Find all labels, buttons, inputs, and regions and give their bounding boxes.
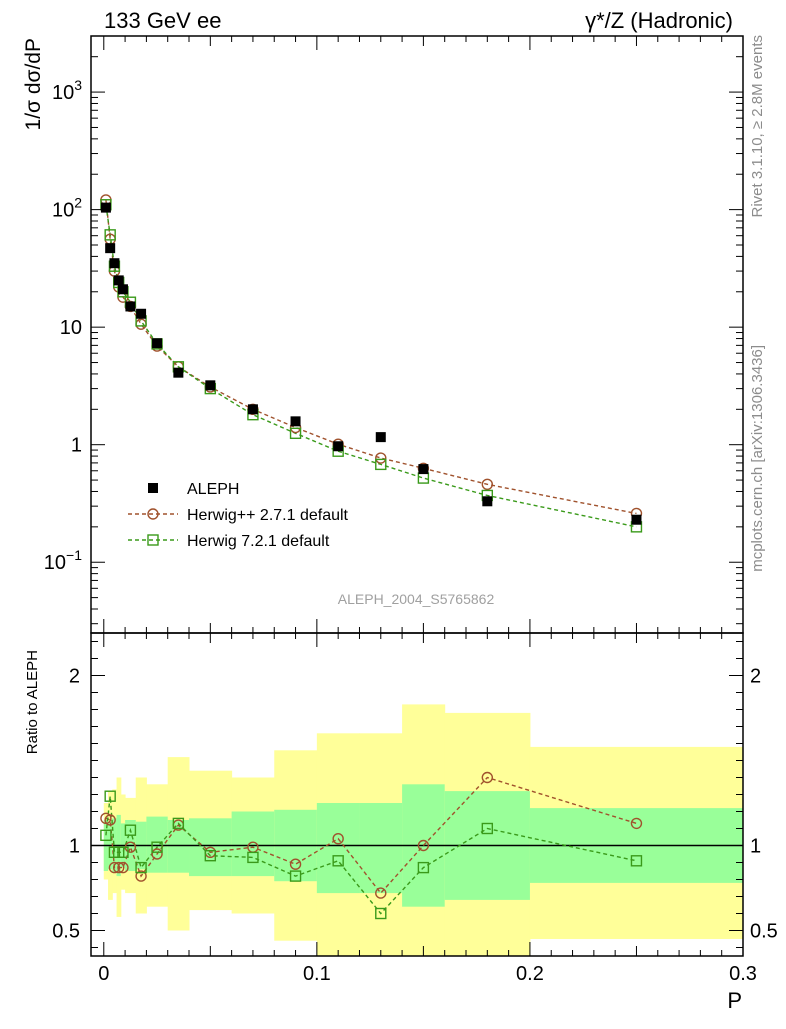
herwig7-ratio-point xyxy=(417,861,430,874)
herwig7-ratio-point xyxy=(375,907,387,920)
analysis-watermark: ALEPH_2004_S5765862 xyxy=(338,591,495,607)
herwigpp-ratio-point xyxy=(108,861,121,874)
legend-label-herwigpp: Herwig++ 2.7.1 default xyxy=(187,507,349,524)
aleph-data-point xyxy=(375,432,386,443)
ratio-y-tick-label-right: 1 xyxy=(750,836,761,858)
herwig7-ratio-point xyxy=(117,846,129,858)
herwig7-ratio-point xyxy=(204,850,217,862)
panel-frames: 0 0.1 0.2 0.3 10−1 1 10 102 103 0.5 0.5 1 1 2 2 xyxy=(44,35,778,985)
rivet-version-label: Rivet 3.1.10, ≥ 2.8M events xyxy=(749,35,766,218)
x-tick-label: 0.3 xyxy=(729,963,757,985)
aleph-data-point xyxy=(205,380,216,391)
legend-marker-herwigpp xyxy=(147,508,159,520)
herwig7-ratio-point xyxy=(151,841,163,853)
aleph-data-point xyxy=(418,464,429,475)
herwig7-point xyxy=(375,458,387,471)
herwig7-point xyxy=(104,229,116,241)
legend-marker-aleph xyxy=(148,483,158,493)
mcplots-label: mcplots.cern.ch [arXiv:1306.3436] xyxy=(749,345,766,572)
herwig7-ratio-point xyxy=(124,824,137,836)
aleph-data-point xyxy=(333,441,344,452)
ratio-y-tick-label-left: 2 xyxy=(69,666,80,688)
herwigpp-ratio-point xyxy=(375,887,387,899)
herwig7-ratio-point xyxy=(172,817,185,830)
inner-band-bin xyxy=(316,803,360,894)
herwig7-ratio-point xyxy=(630,855,643,867)
aleph-data-point xyxy=(117,284,128,295)
legend-label-herwig7: Herwig 7.2.1 default xyxy=(187,533,330,550)
header-left-label: 133 GeV ee xyxy=(104,8,221,33)
herwigpp-ratio-point xyxy=(117,861,129,874)
aleph-data-point xyxy=(113,275,124,286)
herwig7-ratio-point xyxy=(289,870,302,882)
main-panel xyxy=(100,194,643,533)
herwig7-point xyxy=(417,472,430,484)
aleph-data-point xyxy=(109,258,120,269)
ratio-uncertainty-bands xyxy=(103,704,744,956)
legend-marker-herwig7 xyxy=(147,534,159,546)
herwigpp-ratio-point xyxy=(135,870,147,882)
aleph-data-point xyxy=(482,496,493,507)
x-tick-label: 0.2 xyxy=(516,963,544,985)
main-y-axis-title: 1/σ dσ/dP xyxy=(22,38,45,130)
main-y-tick-label: 10−1 xyxy=(44,547,82,574)
herwig7-ratio-point xyxy=(104,790,116,802)
aleph-data-point xyxy=(247,404,258,415)
aleph-data-point xyxy=(152,338,163,349)
herwigpp-ratio-point xyxy=(481,771,494,784)
herwigpp-line xyxy=(105,199,637,515)
herwigpp-point xyxy=(375,452,387,464)
main-y-tick-label: 10 xyxy=(60,317,82,339)
ratio-y-tick-label-right: 2 xyxy=(750,666,761,688)
herwigpp-ratio-point xyxy=(630,817,643,830)
ratio-y-tick-label-right: 0.5 xyxy=(750,921,778,943)
aleph-data-point xyxy=(125,301,136,312)
herwigpp-point xyxy=(135,318,147,330)
herwigpp-point xyxy=(481,478,494,491)
herwigpp-ratio-point xyxy=(112,861,125,874)
main-y-tick-label: 102 xyxy=(52,195,82,222)
herwig7-ratio-point xyxy=(332,855,344,867)
ratio-y-tick-label-left: 1 xyxy=(69,836,80,858)
aleph-data-point xyxy=(100,202,111,213)
herwig7-ratio-point xyxy=(481,822,494,835)
aleph-data-point xyxy=(105,243,116,254)
aleph-data-point xyxy=(173,367,184,378)
main-y-tick-label: 1 xyxy=(71,435,82,457)
inner-band-bin xyxy=(167,820,190,873)
header-right-label: γ*/Z (Hadronic) xyxy=(585,8,733,33)
herwigpp-ratio-point xyxy=(417,839,430,852)
herwigpp-ratio-point xyxy=(104,814,116,826)
herwig7-line xyxy=(105,204,637,528)
herwigpp-ratio-point xyxy=(332,833,344,845)
ratio-panel xyxy=(91,771,743,920)
herwig7-ratio-point xyxy=(100,829,112,841)
herwigpp-ratio-line xyxy=(105,776,637,895)
legend: ALEPH Herwig++ 2.7.1 default Herwig 7.2.… xyxy=(128,481,349,550)
aleph-data-point xyxy=(631,514,642,525)
x-tick-label: 0.1 xyxy=(303,963,331,985)
inner-band-bin xyxy=(359,803,403,894)
herwig7-ratio-point xyxy=(247,851,259,864)
inner-band-bin xyxy=(146,816,169,873)
x-tick-label: 0 xyxy=(98,963,109,985)
legend-label-aleph: ALEPH xyxy=(187,481,239,498)
main-y-tick-label: 103 xyxy=(52,77,82,104)
herwigpp-ratio-point xyxy=(289,858,302,870)
herwigpp-ratio-point xyxy=(151,848,163,860)
ratio-y-axis-title: Ratio to ALEPH xyxy=(24,650,41,754)
aleph-data-point xyxy=(136,308,147,319)
ratio-y-tick-label-left: 0.5 xyxy=(52,921,80,943)
herwig7-ratio-point xyxy=(135,861,147,874)
x-axis-title: P xyxy=(727,988,742,1013)
aleph-data-point xyxy=(290,416,301,427)
inner-band-bin xyxy=(231,811,275,877)
herwig7-point xyxy=(289,427,302,440)
